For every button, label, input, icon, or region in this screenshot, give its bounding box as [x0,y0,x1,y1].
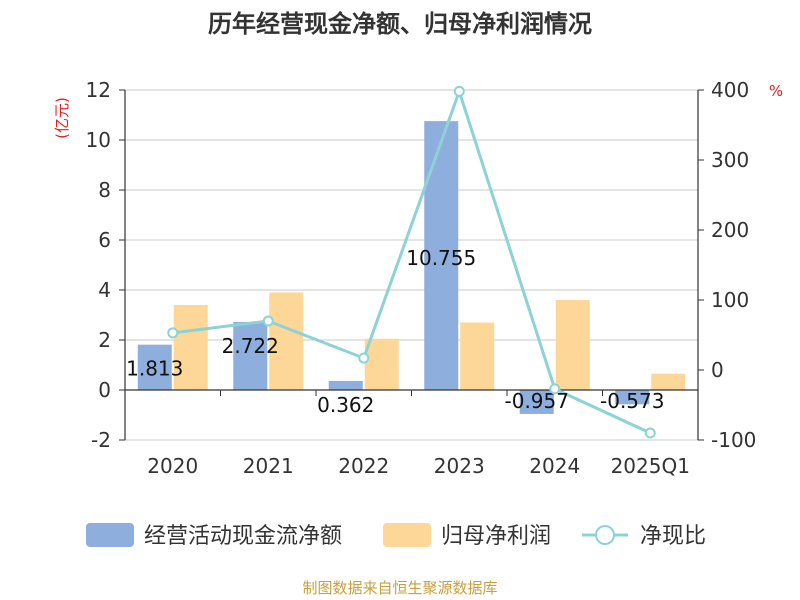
bar-net-profit [269,292,304,390]
left-axis-tick-label: 10 [86,128,111,152]
legend-label: 归母净利润 [441,524,551,549]
x-axis-tick-label: 2022 [338,454,389,478]
right-axis-tick-label: 100 [711,288,749,312]
legend-swatch-marker [595,525,615,545]
data-label: 2.722 [222,334,279,358]
bar-net-profit [651,373,686,390]
left-axis-tick-label: 2 [98,328,111,352]
right-axis-tick-label: -100 [711,428,756,452]
line-point [167,327,179,339]
left-axis-tick-label: 12 [86,78,111,102]
bar-cash-flow [615,390,650,405]
left-axis-tick-label: 6 [98,228,111,252]
line-point [358,352,370,364]
left-axis-tick-label: -2 [91,428,111,452]
line-net-cash-ratio [172,86,651,435]
legend-swatch-cash-flow [86,523,134,547]
chart-title: 历年经营现金净额、归母净利润情况 [208,10,592,38]
legend: 经营活动现金流净额 归母净利润 净现比 [86,523,706,549]
line-point [644,427,656,439]
right-axis-unit: % [769,82,783,100]
data-label: 10.755 [406,246,476,270]
bar-cash-flow [233,321,268,390]
right-axis-tick-label: 200 [711,218,749,242]
bar-cash-flow [424,121,459,390]
right-axis-tick-label: 0 [711,358,724,382]
right-axis-tick-label: 300 [711,148,749,172]
line-point [262,315,274,327]
line-point [549,383,561,395]
legend-swatch-net-profit [383,523,431,547]
x-axis-tick-label: 2021 [243,454,294,478]
data-label: 0.362 [317,393,374,417]
left-axis-tick-label: 8 [98,178,111,202]
bar-cash-flow [328,380,363,390]
left-axis-tick-label: 0 [98,378,111,402]
data-label: -0.573 [600,389,664,413]
bar-cash-flow [137,344,172,390]
legend-label: 经营活动现金流净额 [144,524,342,549]
left-axis-unit: (亿元) [53,97,71,139]
legend-label: 净现比 [640,524,706,549]
right-axis-tick-label: 400 [711,78,749,102]
left-axis-tick-label: 4 [98,278,111,302]
x-axis-tick-label: 2020 [147,454,198,478]
x-axis-tick-label: 2023 [434,454,485,478]
bar-net-profit [364,338,399,390]
bar-net-profit [460,322,495,390]
line-point [453,85,465,97]
bar-net-profit [555,300,590,390]
data-label: -0.957 [505,389,569,413]
bar-net-profit [173,305,208,390]
x-axis-tick-label: 2025Q1 [611,454,690,478]
plot-area: -2 0 2 4 6 8 10 12 -100 0 100 200 300 400 2020 2021 2022… [86,78,757,478]
source-note: 制图数据来自恒生聚源数据库 [302,579,497,597]
bar-cash-flow [519,390,554,414]
x-axis-tick-label: 2024 [529,454,580,478]
data-label: 1.813 [126,357,183,381]
